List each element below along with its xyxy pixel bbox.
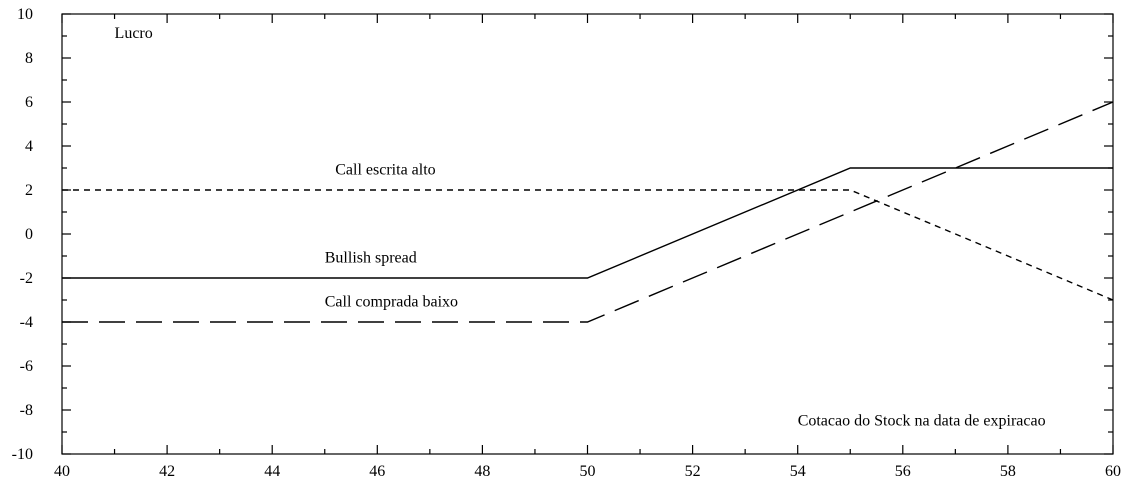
y-tick-label: -10 <box>12 446 33 463</box>
annotation-call-escrita-alto: Call escrita alto <box>335 162 435 179</box>
x-tick-label: 54 <box>790 463 806 480</box>
series-line-call-comprada-baixo <box>62 101 1114 323</box>
series-layer <box>62 101 1114 323</box>
x-tick-label: 44 <box>264 463 280 480</box>
y-tick-label: -4 <box>20 314 33 331</box>
x-tick-label: 50 <box>580 463 596 480</box>
x-tick-label: 46 <box>369 463 385 480</box>
annotation-layer: Lucro Call escrita alto Bullish spread Call… <box>115 25 1046 429</box>
y-tick-label: -6 <box>20 358 33 375</box>
y-tick-label: 4 <box>25 138 33 155</box>
x-tick-label: 60 <box>1105 463 1121 480</box>
x-tick-label: 58 <box>1000 463 1016 480</box>
y-tick-label: 6 <box>25 94 33 111</box>
annotation-lucro: Lucro <box>115 25 153 42</box>
annotation-bullish-spread: Bullish spread <box>325 250 417 267</box>
x-tick-label: 42 <box>159 463 175 480</box>
x-tick-label: 48 <box>474 463 490 480</box>
annotation-call-comprada-baixo: Call comprada baixo <box>325 294 458 311</box>
series-line-call-escrita-alto <box>62 189 1114 301</box>
y-tick-label: 8 <box>25 50 33 67</box>
y-tick-label: -8 <box>20 402 33 419</box>
series-line-bullish-spread <box>62 167 1113 279</box>
x-tick-label: 52 <box>685 463 701 480</box>
y-tick-label: 10 <box>17 6 33 23</box>
y-tick-label: 0 <box>25 226 33 243</box>
y-tick-label: 2 <box>25 182 33 199</box>
x-tick-label: 40 <box>54 463 70 480</box>
x-tick-label: 56 <box>895 463 911 480</box>
y-tick-label: -2 <box>20 270 33 287</box>
annotation-cotacao-do-stock-na-data-de-expiracao: Cotacao do Stock na data de expiracao <box>798 412 1046 429</box>
